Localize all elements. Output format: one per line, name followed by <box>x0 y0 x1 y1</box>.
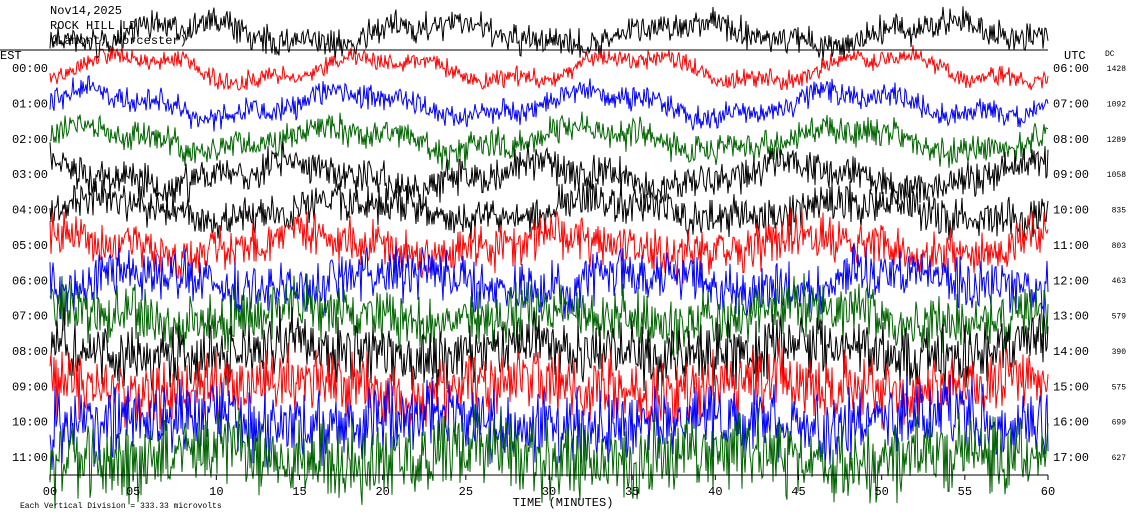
utc-label: 10:00 <box>1053 204 1089 218</box>
x-tick-label: 25 <box>459 485 473 499</box>
x-tick-label: 10 <box>209 485 223 499</box>
x-tick-label: 45 <box>791 485 805 499</box>
footer: Each Vertical Division = 333.33 microvol… <box>20 502 222 511</box>
x-tick-label: 50 <box>874 485 888 499</box>
utc-label: 12:00 <box>1053 274 1089 288</box>
right-axis-label: UTC <box>1064 49 1086 63</box>
utc-label: 07:00 <box>1053 98 1089 112</box>
utc-label: 09:00 <box>1053 168 1089 182</box>
x-tick-label: 05 <box>126 485 140 499</box>
x-tick-label: 40 <box>708 485 722 499</box>
est-label: 02:00 <box>12 133 48 147</box>
dc-value: 1289 <box>1107 136 1126 145</box>
utc-label: 06:00 <box>1053 62 1089 76</box>
dc-label: DC <box>1105 50 1115 59</box>
x-tick-label: 15 <box>292 485 306 499</box>
utc-label: 08:00 <box>1053 133 1089 147</box>
seismic-trace <box>49 6 1049 61</box>
utc-label: 16:00 <box>1053 416 1089 430</box>
x-tick-label: 20 <box>375 485 389 499</box>
est-label: 06:00 <box>12 274 48 288</box>
est-label: 08:00 <box>12 345 48 359</box>
left-axis-label: EST <box>0 49 22 63</box>
seismic-trace <box>49 74 1049 132</box>
utc-label: 14:00 <box>1053 345 1089 359</box>
utc-label: 15:00 <box>1053 380 1089 394</box>
est-label: 11:00 <box>12 451 48 465</box>
est-label: 07:00 <box>12 310 48 324</box>
seismic-trace <box>49 306 1049 394</box>
dc-value: 627 <box>1112 454 1127 463</box>
x-tick-label: 60 <box>1041 485 1055 499</box>
dc-value: 1092 <box>1107 100 1126 109</box>
seismic-trace <box>49 207 1049 286</box>
utc-label: 13:00 <box>1053 310 1089 324</box>
seismic-trace <box>49 403 1049 509</box>
est-label: 05:00 <box>12 239 48 253</box>
est-label: 00:00 <box>12 62 48 76</box>
subtitle: ROCK HILL LD <box>50 19 136 33</box>
dc-value: 1058 <box>1107 171 1126 180</box>
utc-label: 17:00 <box>1053 451 1089 465</box>
dc-value: 463 <box>1112 277 1127 286</box>
seismic-trace <box>49 44 1049 91</box>
dc-value: 803 <box>1112 242 1127 251</box>
traces <box>49 6 1049 509</box>
title: Nov14,2025 <box>50 4 122 18</box>
dc-value: 575 <box>1112 383 1127 392</box>
seismic-trace <box>49 141 1049 210</box>
est-label: 01:00 <box>12 98 48 112</box>
dc-value: 579 <box>1112 313 1127 322</box>
seismic-trace <box>49 243 1049 321</box>
seismic-trace <box>49 178 1049 241</box>
seismic-trace <box>49 374 1049 470</box>
x-axis-label: TIME (MINUTES) <box>513 496 614 510</box>
dc-value: 699 <box>1112 419 1127 428</box>
x-tick-label: 30 <box>542 485 556 499</box>
subtitle: (Lamont, Worcester) <box>50 34 187 48</box>
est-label: 09:00 <box>12 380 48 394</box>
dc-value: 835 <box>1112 207 1127 216</box>
est-label: 04:00 <box>12 204 48 218</box>
dc-value: 1428 <box>1107 65 1126 74</box>
seismic-trace <box>49 111 1049 171</box>
x-tick-label: 55 <box>958 485 972 499</box>
est-label: 10:00 <box>12 416 48 430</box>
x-tick-label: 00 <box>43 485 57 499</box>
est-label: 03:00 <box>12 168 48 182</box>
utc-label: 11:00 <box>1053 239 1089 253</box>
x-tick-label: 35 <box>625 485 639 499</box>
seismic-trace <box>49 337 1049 431</box>
seismic-trace <box>49 273 1049 356</box>
dc-value: 390 <box>1112 348 1127 357</box>
